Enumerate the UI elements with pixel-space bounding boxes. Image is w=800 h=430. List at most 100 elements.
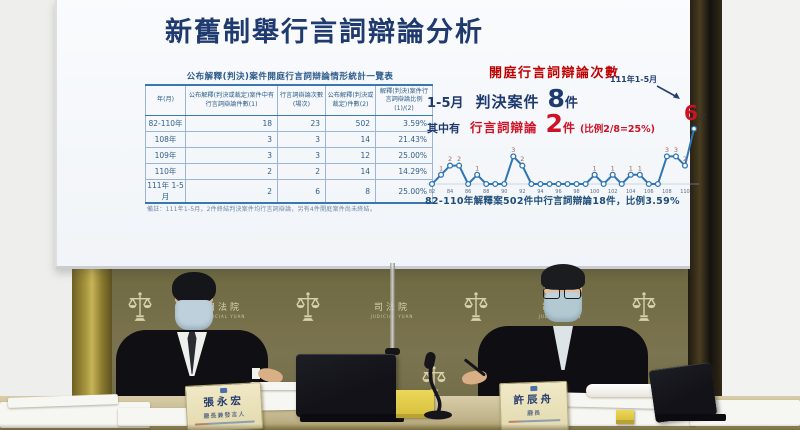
head <box>540 264 586 328</box>
table-cell: 3 <box>185 131 278 149</box>
table-cell: 14 <box>325 163 376 181</box>
plate-title: 廳長 <box>527 409 542 418</box>
svg-text:102: 102 <box>608 189 618 195</box>
annotation-unit: 次 <box>698 113 707 122</box>
necktie <box>187 332 197 374</box>
stat-ratio-note: (比例2/8=25%) <box>579 124 656 135</box>
table-cell: 3 <box>277 131 326 149</box>
shirt-cuff <box>252 368 260 379</box>
table-cell: 8 <box>325 179 376 204</box>
svg-text:2: 2 <box>683 155 687 163</box>
laptop-right-base <box>656 414 726 421</box>
svg-text:1: 1 <box>638 164 642 172</box>
desk-front-shadow <box>0 424 800 430</box>
table-cell: 2 <box>185 163 278 181</box>
chart-annotation-value: 6 次 <box>684 101 707 125</box>
table-cell: 12 <box>325 147 376 165</box>
table-cell: 25.00% <box>375 179 433 204</box>
table-cell: 2 <box>185 179 278 204</box>
table-row: 110年 2 2 14 14.29% <box>145 163 433 181</box>
hair <box>541 264 585 290</box>
svg-text:82: 82 <box>429 189 435 195</box>
head <box>171 272 217 336</box>
svg-text:92: 92 <box>519 189 525 195</box>
table-cell: 110年 <box>145 163 186 181</box>
stat-label: 判決案件 <box>475 93 540 111</box>
acrylic-divider <box>390 263 395 403</box>
laptop-left-base <box>300 414 404 422</box>
svg-text:1: 1 <box>475 164 479 172</box>
svg-text:3: 3 <box>511 146 515 154</box>
table-cell: 108年 <box>145 131 186 149</box>
svg-text:1: 1 <box>439 164 443 172</box>
stat-prefix: 1-5月 <box>427 96 464 111</box>
table-cell: 3 <box>277 147 326 165</box>
stat-line-oral-argument: 其中有 行言詞辯論 2 件 (比例2/8=25%) <box>427 109 655 138</box>
paper-roll <box>586 384 660 397</box>
chart-caption: 82-110年解釋案502件中行言詞辯論18件，比例3.59% <box>425 196 680 207</box>
laptop-left <box>296 354 396 417</box>
plate-emblem <box>529 385 537 392</box>
svg-text:2: 2 <box>457 155 461 163</box>
wall-pattern-cell <box>434 279 518 339</box>
glasses <box>543 288 581 299</box>
col-header: 公布解釋(判決或裁定)案件中有行言詞辯論件數(1) <box>185 84 278 117</box>
name-plate-left: 張永宏 廳長兼發言人 <box>184 382 264 430</box>
table-row: 108年 3 3 14 21.43% <box>145 131 433 149</box>
stat-value: 8 <box>547 84 565 113</box>
scales-of-justice-icon <box>631 291 657 327</box>
table-caption: 公布解釋(判決)案件開庭行言詞辯論情形統計一覽表 <box>186 72 394 82</box>
svg-text:2: 2 <box>520 155 524 163</box>
svg-text:1: 1 <box>611 164 615 172</box>
svg-text:84: 84 <box>447 189 453 195</box>
slide-title: 新舊制舉行言詞辯論分析 <box>165 17 484 48</box>
table-cell: 23 <box>277 115 326 133</box>
hair <box>172 272 216 304</box>
plate-emblem <box>219 387 227 394</box>
sticky-note-pad-small <box>616 410 634 424</box>
dark-pillar <box>688 0 722 430</box>
table-cell: 109年 <box>145 147 186 165</box>
stat-line-decisions: 1-5月 判決案件 8 件 <box>427 84 578 113</box>
table-cell: 6 <box>277 179 326 204</box>
table-cell: 18 <box>185 115 278 133</box>
svg-text:1: 1 <box>629 164 633 172</box>
table-cell: 2 <box>277 163 326 181</box>
chart-annotation-label: 111年1-5月 <box>610 75 658 84</box>
svg-text:2: 2 <box>448 155 452 163</box>
col-header: 公布解釋(判決或裁定)件數(2) <box>325 84 376 117</box>
annotation-arrow-icon <box>654 82 684 108</box>
plate-title: 廳長兼發言人 <box>203 410 246 421</box>
svg-text:94: 94 <box>537 189 543 195</box>
wall-pattern-cell <box>266 279 350 339</box>
name-plate-right: 許辰舟 廳長 <box>499 380 569 430</box>
table-cell: 14.29% <box>375 163 433 181</box>
svg-text:1: 1 <box>593 164 597 172</box>
table-cell: 82-110年 <box>145 115 186 133</box>
stats-table: 年(月) 公布解釋(判決或裁定)案件中有行言詞辯論件數(1) 行言詞辯論次數(場… <box>145 84 433 205</box>
face-mask <box>175 300 213 330</box>
wall-pattern-cell <box>602 279 686 339</box>
svg-text:3: 3 <box>665 146 669 154</box>
svg-text:108: 108 <box>662 189 672 195</box>
stats-table-block: 公布解釋(判決)案件開庭行言詞辯論情形統計一覽表 年(月) 公布解釋(判決或裁定… <box>145 70 435 205</box>
table-row: 109年 3 3 12 25.00% <box>145 147 433 165</box>
face-mask <box>544 292 582 322</box>
stat-unit: 件 <box>564 96 578 111</box>
col-header: 行言詞辯論次數(場次) <box>277 84 326 117</box>
stat-value: 2 <box>545 109 563 138</box>
table-cell: 502 <box>325 115 376 133</box>
plate-subtext-blur <box>508 418 561 423</box>
svg-text:88: 88 <box>483 189 489 195</box>
svg-text:100: 100 <box>590 189 600 195</box>
white-wall-right <box>722 0 800 430</box>
projection-screen: 新舊制舉行言詞辯論分析 公布解釋(判決)案件開庭行言詞辯論情形統計一覽表 年(月… <box>55 0 707 269</box>
divider-clamp <box>385 348 400 355</box>
plate-name: 張永宏 <box>203 394 245 410</box>
table-cell: 3 <box>185 147 278 165</box>
debate-line-chart: 1 2 2 1 3 2 1 1 1 1 3 3 2 82 84 86 88 90 92 94 96 98 100 102 104… <box>422 112 722 200</box>
svg-text:104: 104 <box>626 189 636 195</box>
